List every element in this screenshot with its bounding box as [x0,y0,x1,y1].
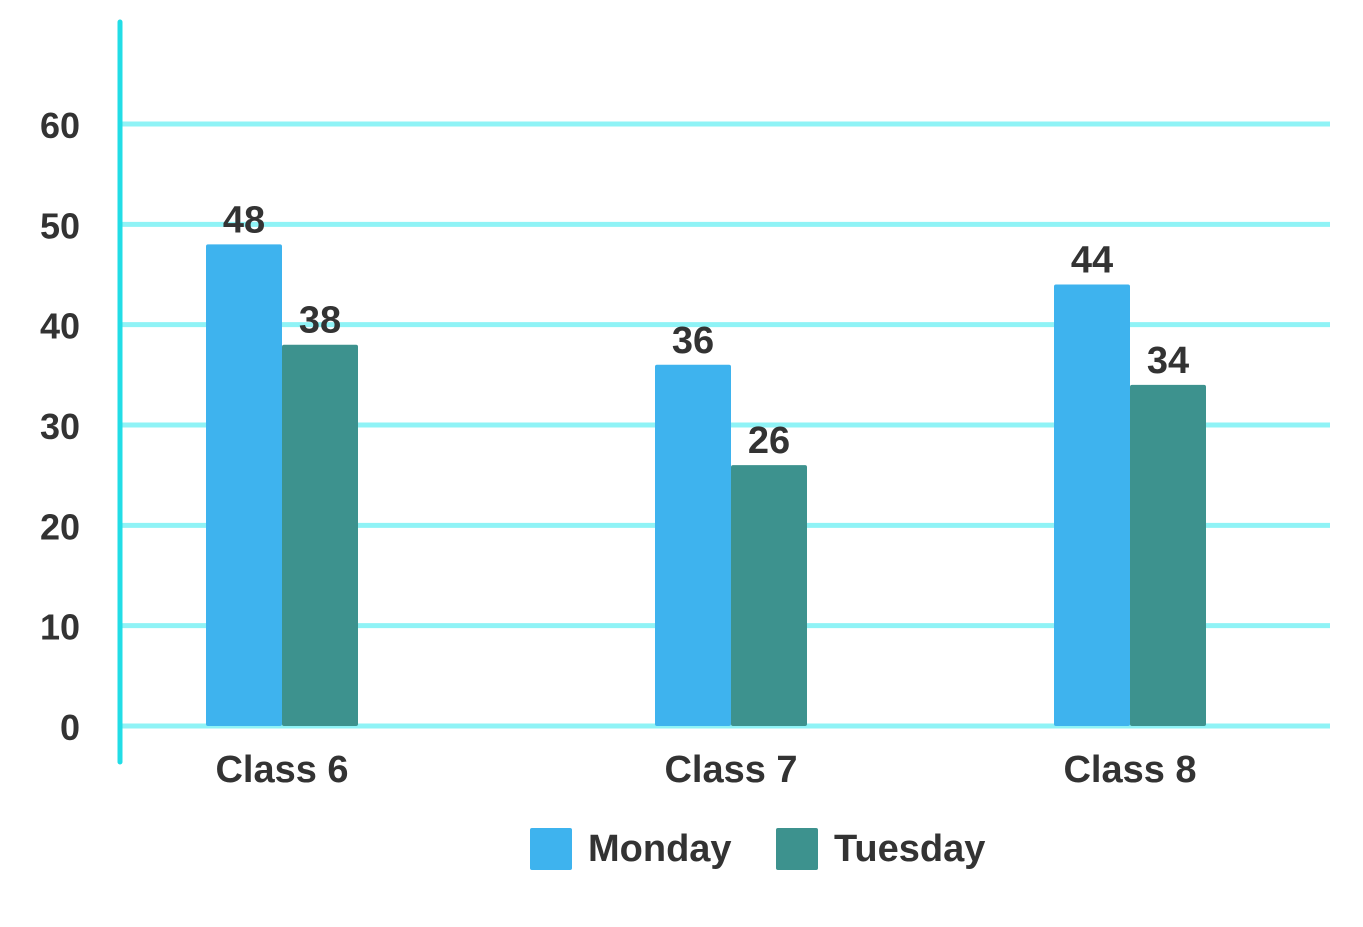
legend-swatch [776,828,818,870]
legend: Monday Tuesday [530,828,985,870]
bar [282,344,358,726]
y-axis-tick-labels: 0 10 20 30 40 50 60 [40,105,80,748]
bar-value-labels: 48 38 36 26 44 34 [223,199,1189,462]
bar [1130,384,1206,726]
bar-value-label: 26 [748,420,790,462]
bar [1054,284,1130,726]
y-tick-label: 0 [60,707,80,748]
y-tick-label: 40 [40,306,80,347]
legend-swatch [530,828,572,870]
y-tick-label: 50 [40,205,80,246]
y-tick-label: 30 [40,406,80,447]
x-tick-label: Class 6 [215,749,348,791]
bar [731,465,807,726]
bar [206,244,282,726]
bar-value-label: 44 [1071,240,1113,282]
y-tick-label: 20 [40,506,80,547]
bar [655,364,731,726]
bar-value-label: 34 [1147,340,1189,382]
x-tick-label: Class 7 [664,749,797,791]
y-tick-label: 60 [40,105,80,146]
x-axis-tick-labels: Class 6 Class 7 Class 8 [215,749,1196,791]
bar-value-label: 38 [299,300,341,342]
x-tick-label: Class 8 [1063,749,1196,791]
legend-label: Tuesday [834,828,985,870]
legend-label: Monday [588,828,732,870]
bar-value-label: 36 [672,320,714,362]
bars [206,244,1206,726]
bar-value-label: 48 [223,199,265,241]
y-tick-label: 10 [40,607,80,648]
